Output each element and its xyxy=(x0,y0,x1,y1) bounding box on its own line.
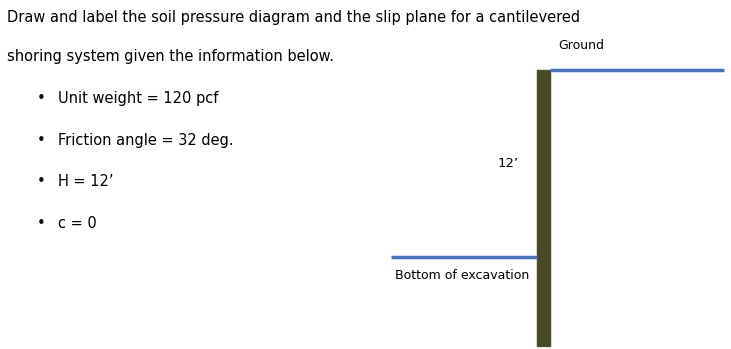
Text: •: • xyxy=(37,133,45,148)
Text: •: • xyxy=(37,174,45,190)
Text: c = 0: c = 0 xyxy=(58,216,97,231)
Text: Friction angle = 32 deg.: Friction angle = 32 deg. xyxy=(58,133,234,148)
Text: H = 12’: H = 12’ xyxy=(58,174,114,190)
Text: 12’: 12’ xyxy=(498,157,519,170)
Text: Bottom of excavation: Bottom of excavation xyxy=(395,269,529,282)
Text: •: • xyxy=(37,216,45,231)
Text: Ground: Ground xyxy=(558,39,604,52)
Text: shoring system given the information below.: shoring system given the information bel… xyxy=(7,49,334,64)
Text: •: • xyxy=(37,91,45,106)
Text: Unit weight = 120 pcf: Unit weight = 120 pcf xyxy=(58,91,219,106)
Bar xyxy=(537,70,550,346)
Text: Draw and label the soil pressure diagram and the slip plane for a cantilevered: Draw and label the soil pressure diagram… xyxy=(7,10,580,25)
